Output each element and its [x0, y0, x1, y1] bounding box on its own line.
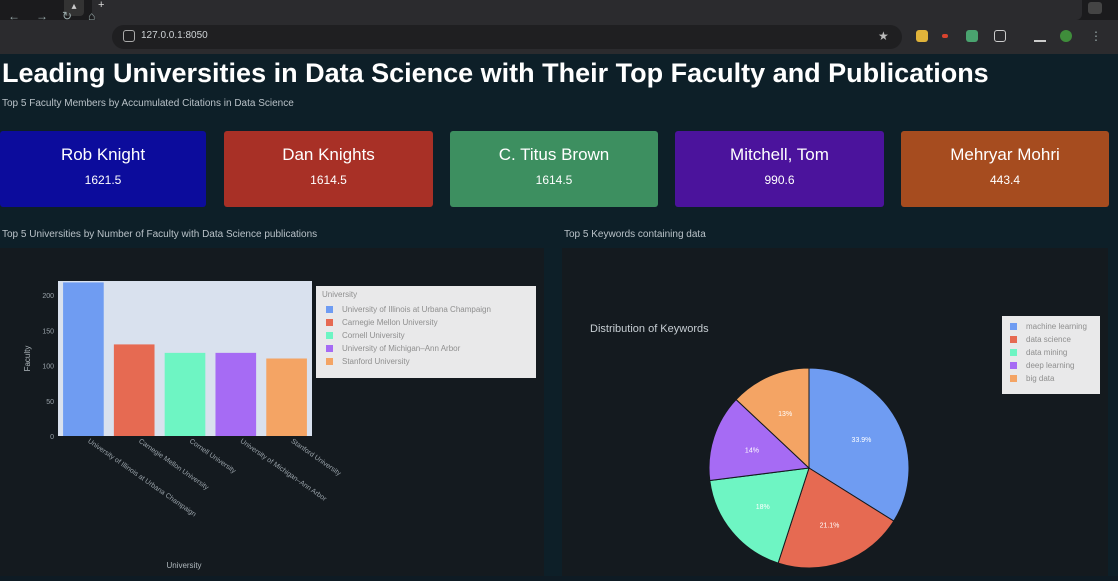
- bookmark-star-icon[interactable]: ★: [878, 29, 889, 43]
- bar-chart-legend: University University of Illinois at Urb…: [316, 286, 536, 378]
- bar[interactable]: [164, 352, 206, 436]
- keyword-pie-chart: Distribution of Keywords 33.9% 21.1% 18% 14%…: [590, 323, 910, 569]
- faculty-name: Rob Knight: [60, 145, 146, 164]
- y-tick-label: 200: [42, 293, 54, 300]
- y-tick-label: 150: [42, 328, 54, 335]
- y-tick-label: 50: [46, 399, 54, 406]
- window-control[interactable]: [1088, 2, 1102, 14]
- faculty-name: Dan Knights: [282, 145, 375, 164]
- keyword-section-label: Top 5 Keywords containing data: [564, 229, 706, 240]
- dashboard-page: Leading Universities in Data Science wit…: [0, 54, 1118, 576]
- faculty-card: Rob Knight 1621.5: [0, 131, 206, 207]
- forward-icon[interactable]: →: [36, 9, 48, 23]
- legend-title: University: [322, 290, 358, 299]
- legend-label: deep learning: [1026, 361, 1075, 370]
- pie-slice[interactable]: [735, 367, 810, 470]
- home-icon[interactable]: ⌂: [88, 9, 96, 23]
- new-tab-button[interactable]: +: [98, 0, 105, 11]
- pinned-tab[interactable]: ▴: [64, 0, 84, 16]
- bar[interactable]: [215, 352, 257, 436]
- y-tick-label: 0: [50, 434, 54, 441]
- faculty-citations: 443.4: [989, 173, 1021, 187]
- keyword-pie-chart-panel: Distribution of Keywords 33.9% 21.1% 18% 14%…: [562, 248, 1108, 576]
- slice-percent-label: 33.9%: [852, 437, 872, 444]
- faculty-card: Dan Knights 1614.5: [224, 131, 433, 207]
- faculty-name: C. Titus Brown: [498, 145, 610, 164]
- legend-swatch: [1010, 336, 1017, 343]
- legend-label: University of Michigan–Ann Arbor: [342, 344, 461, 353]
- legend-label: University of Illinois at Urbana Champai…: [342, 305, 491, 314]
- bar[interactable]: [113, 344, 155, 436]
- faculty-card: C. Titus Brown 1614.5: [450, 131, 658, 207]
- url-text[interactable]: 127.0.0.1:8050: [141, 30, 208, 41]
- y-axis-label: Faculty: [23, 346, 32, 372]
- x-tick-label: Cornell University: [188, 438, 237, 475]
- extension-icon[interactable]: [942, 34, 948, 38]
- university-section-label: Top 5 Universities by Number of Faculty …: [2, 229, 318, 240]
- legend-swatch: [1010, 349, 1017, 356]
- extension-icon[interactable]: [966, 30, 978, 42]
- bar[interactable]: [266, 358, 307, 437]
- legend-swatch: [1010, 362, 1017, 369]
- university-bar-chart: 0 50 100 150 200 University of Illinois at Ur…: [23, 281, 342, 570]
- legend-label: big data: [1026, 374, 1055, 383]
- faculty-citations: 990.6: [764, 173, 795, 187]
- faculty-card: Mitchell, Tom 990.6: [675, 131, 884, 207]
- slice-percent-label: 13%: [778, 411, 792, 418]
- pie-chart-legend: machine learning data science data mining d…: [1002, 316, 1100, 394]
- faculty-citations: 1621.5: [84, 173, 122, 187]
- university-bar-chart-panel: 0 50 100 150 200 University of Illinois at Ur…: [0, 248, 544, 576]
- legend-swatch: [1010, 375, 1017, 382]
- pie-chart-title: Distribution of Keywords: [590, 323, 709, 335]
- legend-label: Stanford University: [342, 357, 410, 366]
- profile-avatar[interactable]: [1060, 30, 1072, 42]
- legend-label: data science: [1026, 335, 1071, 344]
- extensions-puzzle-icon[interactable]: [994, 30, 1006, 42]
- slice-percent-label: 14%: [745, 447, 759, 454]
- legend-label: machine learning: [1026, 322, 1087, 331]
- legend-swatch: [326, 319, 333, 326]
- x-tick-label: University of Illinois at Urbana Champai…: [86, 438, 197, 519]
- faculty-name: Mehryar Mohri: [950, 145, 1060, 164]
- download-icon[interactable]: [1034, 30, 1046, 42]
- bar[interactable]: [63, 282, 104, 436]
- address-bar[interactable]: [112, 25, 902, 49]
- legend-swatch: [326, 332, 333, 339]
- x-axis-label: University: [166, 561, 201, 570]
- x-tick-label: Stanford University: [289, 438, 342, 478]
- extension-icon[interactable]: [916, 30, 928, 42]
- active-tab[interactable]: [92, 0, 1082, 20]
- menu-icon[interactable]: ⋮: [1090, 29, 1102, 43]
- legend-swatch: [326, 345, 333, 352]
- faculty-citations: 1614.5: [310, 173, 347, 187]
- site-info-icon[interactable]: [123, 30, 135, 42]
- legend-label: Carnegie Mellon University: [342, 318, 438, 327]
- legend-swatch: [1010, 323, 1017, 330]
- legend-swatch: [326, 306, 333, 313]
- faculty-section-label: Top 5 Faculty Members by Accumulated Cit…: [2, 98, 294, 109]
- faculty-citations: 1614.5: [535, 173, 573, 187]
- pie-slice[interactable]: [708, 398, 811, 482]
- legend-swatch: [326, 358, 333, 365]
- back-icon[interactable]: ←: [8, 9, 20, 23]
- legend-label: data mining: [1026, 348, 1068, 357]
- page-title: Leading Universities in Data Science wit…: [2, 58, 989, 88]
- pie-slice[interactable]: [709, 467, 810, 564]
- slice-percent-label: 18%: [756, 504, 770, 511]
- pie-slice[interactable]: [808, 367, 910, 522]
- faculty-name: Mitchell, Tom: [730, 145, 829, 164]
- legend-label: Cornell University: [342, 331, 405, 340]
- pie-slice[interactable]: [777, 467, 895, 569]
- reload-icon[interactable]: ↻: [62, 9, 73, 23]
- y-tick-label: 100: [42, 364, 54, 371]
- slice-percent-label: 21.1%: [820, 522, 840, 529]
- x-tick-label: University of Michigan–Ann Arbor: [239, 438, 328, 503]
- faculty-card: Mehryar Mohri 443.4: [901, 131, 1109, 207]
